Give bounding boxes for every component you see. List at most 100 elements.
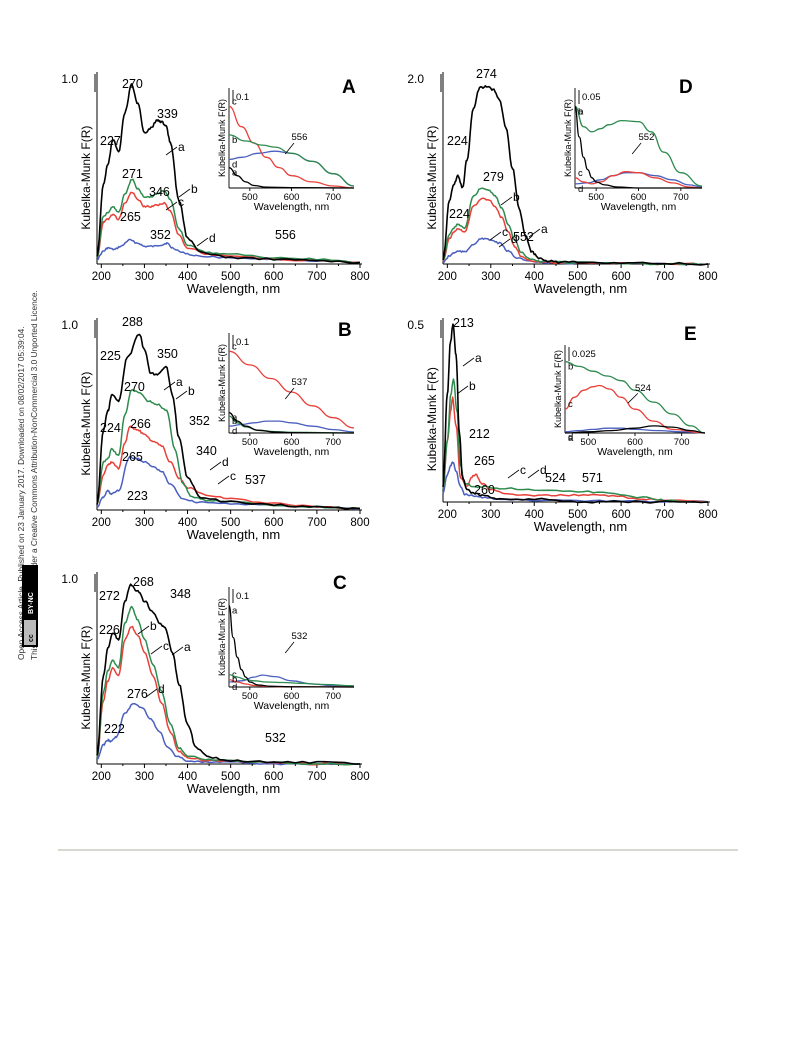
x-tick-label: 800	[698, 271, 717, 283]
inset-x-tick-label: 700	[325, 437, 341, 448]
inset-y-axis-title: Kubelka-Munk F(R)	[217, 99, 227, 177]
x-axis-title: Wavelength, nm	[534, 519, 627, 534]
peak-label: 346	[149, 185, 170, 199]
y-axis-title: Kubelka-Munk F(R)	[79, 626, 93, 730]
x-tick-label: 700	[307, 517, 326, 529]
series-label-a: a	[475, 351, 482, 365]
inset-series-line-a	[574, 105, 702, 189]
inset-series-line-a	[228, 604, 355, 688]
peak-label: 213	[453, 316, 474, 330]
x-tick-label: 500	[221, 771, 240, 783]
peak-label: 552	[513, 230, 534, 244]
peak-label: 276	[127, 687, 148, 701]
y-axis-title: Kubelka-Munk F(R)	[79, 372, 93, 476]
peak-label: 271	[122, 167, 143, 181]
x-axis-title: Wavelength, nm	[534, 281, 627, 296]
scale-bar-label: 0.5	[407, 318, 424, 332]
inset-x-tick-label: 500	[242, 437, 258, 448]
inset-x-tick-label: 700	[325, 691, 341, 702]
inset-x-tick-label: 500	[242, 691, 258, 702]
inset-series-line-a	[228, 411, 355, 434]
peak-label: 532	[265, 731, 286, 745]
cc-badge[interactable]: BY-NC cc	[22, 565, 38, 647]
x-tick-label: 700	[307, 271, 326, 283]
series-label-leader	[217, 475, 230, 485]
series-label-leader	[196, 237, 209, 247]
footer-divider	[58, 849, 738, 851]
series-label-b: b	[513, 190, 520, 204]
panel-letter: E	[684, 324, 697, 345]
peak-label: 272	[99, 589, 120, 603]
x-axis-title: Wavelength, nm	[187, 781, 280, 796]
x-tick-label: 300	[135, 271, 154, 283]
x-tick-label: 800	[350, 271, 369, 283]
peak-label: 265	[474, 454, 495, 468]
peak-label: 524	[545, 471, 566, 485]
inset-x-axis-title: Wavelength, nm	[254, 201, 330, 213]
panel-c: 1.0 200 300 400 500 600 700 800 Wavelength, nm Ku…	[61, 572, 370, 796]
x-tick-label: 600	[264, 271, 283, 283]
series-label-b: b	[150, 619, 157, 633]
peak-label: 274	[476, 67, 497, 81]
series-line-d	[96, 455, 361, 510]
inset-annotation: 556	[292, 132, 308, 143]
series-label-a: a	[541, 222, 548, 236]
inset-x-axis-title: Wavelength, nm	[254, 446, 330, 458]
series-label-d: d	[511, 232, 518, 246]
series-label-c: c	[230, 469, 236, 483]
inset-series-label-c: c	[232, 96, 237, 107]
cc-badge-left	[24, 620, 36, 645]
inset-series-line-a	[228, 166, 355, 189]
cc-badge-cc: cc	[28, 634, 35, 642]
x-tick-label: 300	[481, 509, 500, 521]
series-line-a	[442, 323, 709, 504]
inset-x-axis-title: Wavelength, nm	[254, 700, 330, 712]
series-line-a	[96, 583, 361, 765]
peak-label: 224	[449, 207, 470, 221]
inset-annotation: 537	[292, 377, 308, 388]
series-label-leader	[462, 357, 475, 367]
series-line-d	[96, 702, 361, 766]
inset-x-tick-label: 500	[588, 192, 604, 203]
series-line-a	[96, 83, 361, 264]
x-tick-label: 400	[178, 771, 197, 783]
inset-x-axis-title: Wavelength, nm	[601, 201, 677, 213]
inset-series-label-c: c	[232, 670, 237, 681]
panel-letter: A	[342, 77, 356, 98]
peak-label: 224	[100, 421, 121, 435]
inset-annotation-leader	[631, 142, 642, 155]
panel-e: 0.5 200 300 400 500 600 700 800 Wavelength, nm Ku…	[407, 316, 717, 534]
series-label-a: a	[178, 140, 185, 154]
series-label-d: d	[540, 463, 547, 477]
peak-label: 268	[133, 575, 154, 589]
inset-series-label-b: b	[232, 135, 237, 146]
series-label-b: b	[469, 379, 476, 393]
inset-y-axis-title: Kubelka-Munk F(R)	[563, 99, 573, 177]
series-label-d: d	[209, 231, 216, 245]
inset-annotation-leader	[284, 641, 295, 654]
panel-letter: C	[333, 573, 347, 594]
x-tick-label: 200	[92, 771, 111, 783]
inset-x-tick-label: 600	[627, 437, 643, 448]
series-label-leader	[527, 469, 540, 479]
x-axis-title: Wavelength, nm	[187, 527, 280, 542]
inset-x-tick-label: 600	[284, 437, 300, 448]
scale-bar-label: 2.0	[407, 72, 424, 86]
inset-series-label-d: d	[578, 184, 583, 195]
x-tick-label: 400	[178, 517, 197, 529]
x-tick-label: 800	[698, 509, 717, 521]
peak-label: 279	[483, 170, 504, 184]
x-tick-label: 800	[350, 771, 369, 783]
inset-annotation: 552	[639, 132, 655, 143]
cc-badge-by: BY-NC	[28, 592, 35, 614]
series-line-b	[442, 378, 709, 504]
panel-letter: B	[338, 320, 352, 341]
peak-label: 571	[582, 471, 603, 485]
x-tick-label: 500	[568, 271, 587, 283]
inset-series-label-d: d	[568, 432, 573, 443]
peak-label: 270	[124, 380, 145, 394]
inset-series-label-a: a	[578, 106, 584, 117]
inset-scale-label: 0.1	[236, 337, 249, 348]
